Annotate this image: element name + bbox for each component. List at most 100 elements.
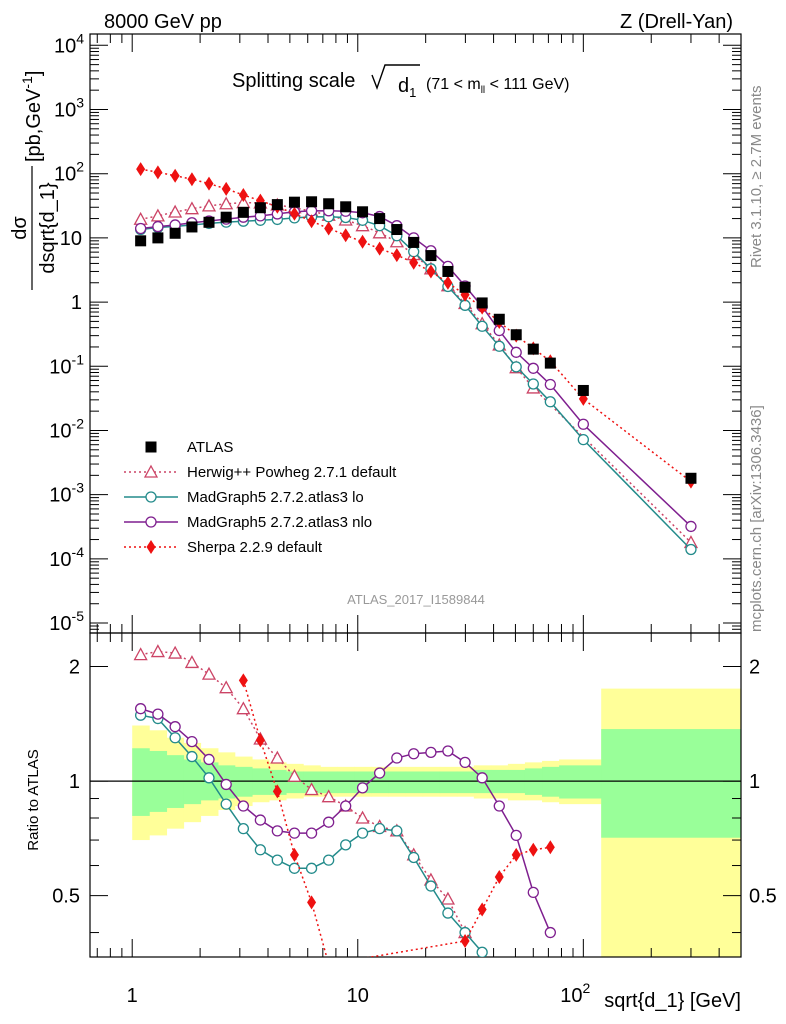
- data-point: [289, 847, 299, 862]
- data-point: [323, 816, 335, 828]
- data-point: [168, 645, 183, 659]
- ratio-y-axis-label: Ratio to ATLAS: [25, 749, 42, 850]
- y-tick-label: 10-3: [49, 480, 84, 507]
- data-point: [340, 201, 352, 213]
- data-point: [219, 680, 234, 694]
- series-madgraph5-2-7-2-atlas3-nlo: [134, 703, 556, 939]
- data-point: [288, 827, 301, 839]
- data-point: [305, 827, 318, 839]
- stat-uncertainty-band: [439, 771, 458, 794]
- y-tick-label: 10-1: [49, 351, 84, 378]
- data-point: [493, 800, 505, 812]
- data-point: [153, 165, 163, 180]
- data-point: [442, 907, 454, 919]
- data-point: [408, 246, 420, 258]
- data-point: [321, 789, 336, 803]
- stat-uncertainty-band: [559, 765, 602, 799]
- data-point: [133, 647, 148, 661]
- data-point: [203, 216, 215, 228]
- data-point: [237, 206, 249, 218]
- data-point: [341, 228, 351, 243]
- data-point: [287, 768, 302, 782]
- data-point: [577, 384, 589, 396]
- data-point: [391, 752, 403, 764]
- data-point: [409, 255, 419, 270]
- data-point: [236, 701, 251, 715]
- legend-label: MadGraph5 2.7.2.atlas3 lo: [187, 489, 364, 506]
- data-point: [134, 222, 147, 235]
- y-tick-label: 104: [54, 30, 84, 57]
- series-line: [140, 707, 551, 933]
- data-point: [527, 343, 539, 355]
- data-point: [544, 396, 556, 408]
- stat-uncertainty-band: [405, 771, 424, 794]
- data-point: [184, 655, 200, 669]
- legend-marker: [146, 540, 156, 554]
- data-point: [307, 895, 317, 910]
- y-tick-label: 103: [54, 94, 84, 121]
- data-point: [169, 227, 181, 239]
- sqrt-symbol-icon: [371, 64, 420, 91]
- data-point: [271, 199, 283, 211]
- stat-uncertainty-band: [183, 759, 202, 805]
- legend-marker: [145, 491, 157, 503]
- data-point: [254, 814, 267, 826]
- stat-uncertainty-band: [234, 766, 253, 797]
- chart-title: Splitting scale: [232, 70, 355, 92]
- series-sherpa-2-2-9-default: [238, 673, 555, 957]
- data-point: [460, 934, 470, 949]
- data-point: [133, 211, 148, 225]
- data-point: [187, 172, 197, 187]
- stat-uncertainty-band: [388, 771, 407, 794]
- data-point: [442, 745, 454, 757]
- y-tick-label: 10-5: [49, 608, 84, 635]
- uncertainty-bands: [132, 688, 741, 957]
- legend-marker: [145, 441, 157, 453]
- data-point: [168, 204, 183, 218]
- data-point: [306, 196, 318, 208]
- x-tick-label: 102: [560, 980, 590, 1007]
- ratio-plot-panel: 0.5 0.5 1 1 2 2: [52, 632, 777, 958]
- legend-marker: [145, 516, 157, 528]
- data-point: [271, 825, 283, 837]
- data-point: [685, 520, 697, 533]
- data-point: [288, 196, 300, 208]
- ratio-y-tick-label: 0.5: [52, 886, 80, 908]
- data-point: [324, 221, 334, 236]
- data-point: [477, 902, 487, 917]
- data-point: [169, 721, 181, 733]
- series-line: [140, 650, 466, 933]
- data-point: [254, 844, 267, 856]
- data-point: [220, 778, 232, 791]
- data-point: [237, 800, 250, 812]
- stat-uncertainty-band: [303, 771, 321, 794]
- data-point: [271, 854, 283, 866]
- data-point: [391, 825, 403, 837]
- data-point: [544, 926, 556, 939]
- data-point: [238, 188, 248, 203]
- data-point: [184, 201, 200, 215]
- header-right: Z (Drell-Yan): [620, 11, 733, 33]
- legend-label: Sherpa 2.2.9 default: [187, 539, 323, 556]
- legend-label: MadGraph5 2.7.2.atlas3 nlo: [187, 514, 372, 531]
- data-point: [425, 250, 437, 262]
- data-point: [459, 756, 471, 769]
- data-point: [459, 299, 471, 311]
- data-point: [270, 750, 285, 764]
- legend-entry: ATLAS: [145, 439, 233, 456]
- stat-uncertainty-band: [601, 729, 741, 838]
- series-line: [242, 680, 551, 957]
- analysis-id-text: ATLAS_2017_I1589844: [347, 592, 485, 607]
- data-point: [494, 869, 504, 884]
- series-line: [140, 168, 692, 483]
- data-point: [373, 823, 386, 835]
- stat-uncertainty-band: [320, 771, 338, 794]
- data-point: [685, 472, 697, 484]
- data-point: [220, 798, 232, 810]
- y-tick-label: 10-4: [49, 544, 84, 571]
- data-point: [544, 378, 556, 391]
- data-point: [408, 236, 420, 248]
- ratio-y-tick-label: 1: [69, 771, 80, 793]
- rivet-version-text: Rivet 3.1.10, ≥ 2.7M events: [748, 86, 765, 269]
- data-point: [272, 784, 282, 799]
